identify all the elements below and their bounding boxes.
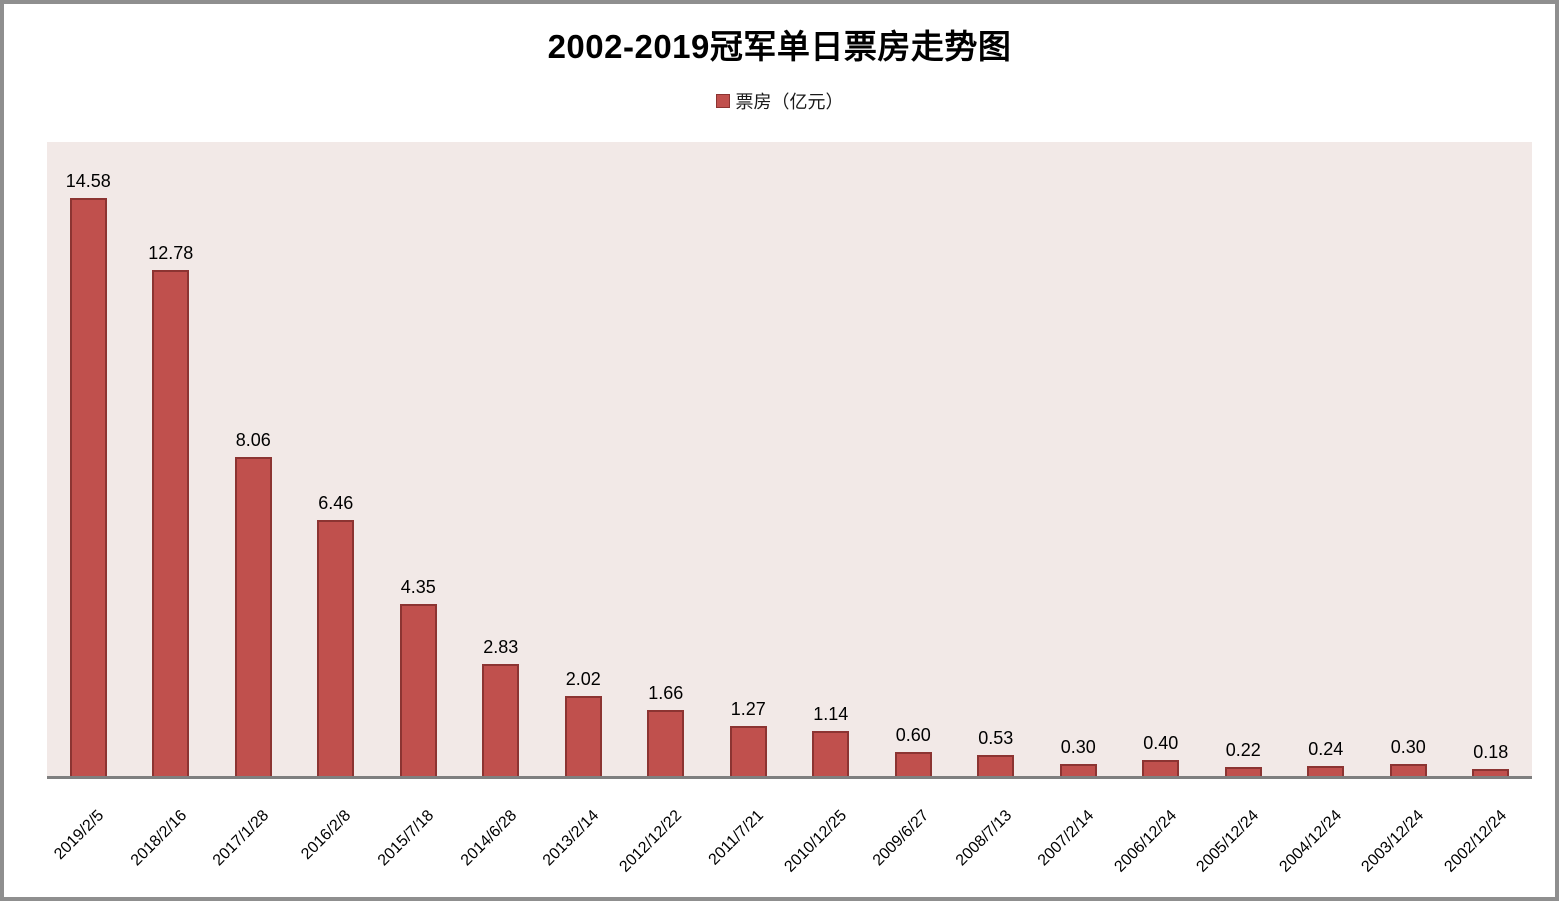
x-axis-label: 2003/12/24 (1358, 807, 1428, 876)
x-axis-label: 2008/7/13 (952, 807, 1015, 870)
bar (317, 520, 355, 776)
chart-title: 2002-2019冠军单日票房走势图 (547, 28, 1012, 65)
value-label: 6.46 (318, 493, 354, 513)
x-axis-label: 2007/2/14 (1034, 807, 1098, 870)
value-label: 0.18 (1473, 742, 1509, 762)
bar (1224, 767, 1262, 776)
legend: 票房（亿元） (4, 88, 1555, 114)
bar (564, 696, 602, 776)
value-label: 0.60 (895, 725, 931, 745)
bar (977, 755, 1015, 776)
bar (69, 198, 107, 776)
value-label: 12.78 (148, 243, 194, 263)
x-axis-label: 2006/12/24 (1111, 807, 1180, 876)
x-axis-label: 2002/12/24 (1441, 807, 1510, 876)
bar (1472, 769, 1510, 776)
value-label: 0.22 (1225, 740, 1261, 760)
bar (647, 710, 685, 776)
value-label: 0.24 (1308, 739, 1344, 759)
value-label: 2.83 (483, 637, 519, 657)
bar (894, 752, 932, 776)
x-axis-label: 2005/12/24 (1193, 807, 1263, 876)
value-label: 0.40 (1143, 733, 1179, 753)
value-label: 0.30 (1060, 737, 1096, 757)
x-axis-label: 2016/2/8 (298, 807, 355, 864)
value-label: 2.02 (565, 669, 601, 689)
x-axis-labels-layer: 2019/2/5 2018/2/16 2017/1/28 2016/2/8 2015/7… (47, 779, 1532, 897)
x-axis-label: 2015/7/18 (374, 807, 438, 870)
bar (234, 457, 272, 776)
value-label: 4.35 (400, 577, 436, 597)
x-axis-label: 2011/7/21 (705, 807, 768, 869)
x-axis-label: 2004/12/24 (1276, 807, 1345, 876)
x-axis-label: 2017/1/28 (209, 807, 273, 870)
bar (482, 664, 520, 776)
value-label: 1.14 (813, 704, 849, 724)
bar (1307, 766, 1345, 776)
x-axis-label: 2010/12/25 (781, 807, 850, 876)
value-label: 14.58 (65, 171, 111, 191)
bar (812, 731, 850, 776)
x-axis-label: 2014/6/28 (457, 807, 520, 870)
x-axis-label: 2013/2/14 (539, 807, 603, 870)
legend-swatch-icon (715, 94, 730, 108)
x-axis-label: 2009/6/27 (869, 807, 933, 870)
value-label: 1.27 (730, 699, 766, 719)
value-label: 0.53 (978, 728, 1014, 748)
bar (1389, 764, 1427, 776)
x-axis-label: 2019/2/5 (51, 807, 108, 864)
value-label: 8.06 (235, 430, 271, 450)
bar (1142, 760, 1180, 776)
plot-area: 14.58 12.78 8.06 6.46 4.35 2.83 2.02 1.66 1.27 1.… (47, 142, 1532, 779)
bar (152, 270, 190, 776)
x-axis-label: 2012/12/22 (616, 807, 685, 876)
value-label: 0.30 (1390, 737, 1426, 757)
bar (399, 604, 437, 776)
bar (1059, 764, 1097, 776)
value-label: 1.66 (648, 683, 684, 703)
legend-label: 票房（亿元） (735, 92, 844, 112)
bar (729, 726, 767, 776)
x-axis-label: 2018/2/16 (127, 807, 190, 870)
